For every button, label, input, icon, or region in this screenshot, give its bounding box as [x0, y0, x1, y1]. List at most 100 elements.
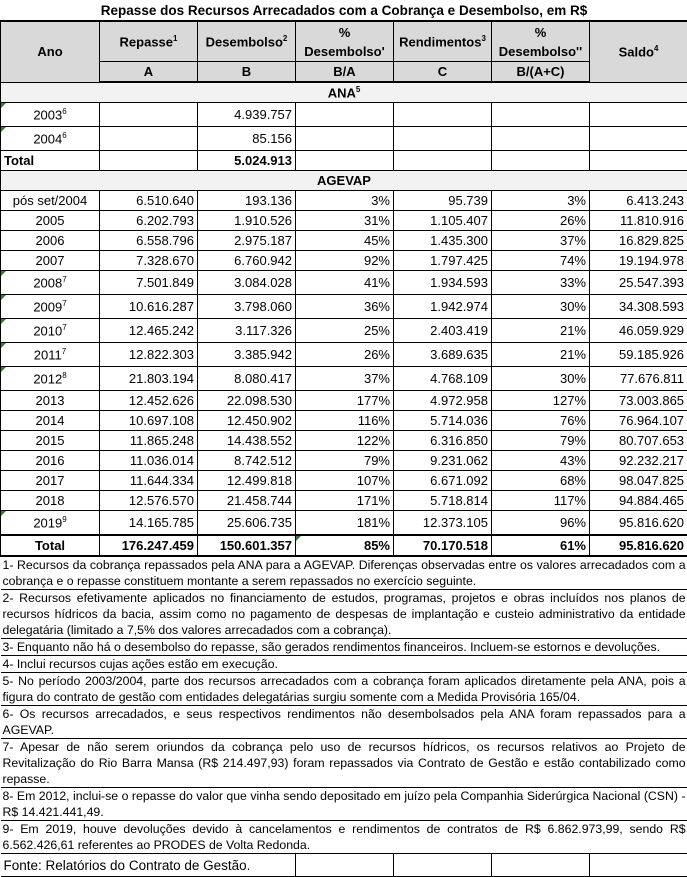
value-cell: 46.059.929	[590, 319, 687, 343]
cell-text: % Desembolso'	[304, 25, 384, 59]
footnote-row: 5- No período 2003/2004, parte dos recur…	[1, 673, 687, 706]
value-cell	[394, 151, 492, 171]
value-cell: 3%	[492, 191, 590, 211]
cell-text: 2015	[36, 433, 65, 448]
value-cell	[100, 103, 198, 127]
year-cell: 20087	[1, 271, 100, 295]
value-cell	[100, 127, 198, 151]
value-cell: 70.170.518	[394, 535, 492, 556]
value-cell: 10.697.108	[100, 411, 198, 431]
value-cell: 92.232.217	[590, 451, 687, 471]
value-cell: 95.816.620	[590, 535, 687, 556]
cell-text: 2009	[33, 299, 62, 314]
value-cell: 4.939.757	[198, 103, 296, 127]
value-cell: 79%	[296, 451, 394, 471]
value-cell: 3.689.635	[394, 343, 492, 367]
value-cell: 1.934.593	[394, 271, 492, 295]
value-cell: 6.413.243	[590, 191, 687, 211]
value-cell: 25%	[296, 319, 394, 343]
value-cell: 6.316.850	[394, 431, 492, 451]
value-cell: 14.438.552	[198, 431, 296, 451]
column-header: Desembolso2	[198, 21, 296, 62]
year-cell: 20097	[1, 295, 100, 319]
cell-text: pós set/2004	[13, 193, 87, 208]
value-cell: 3.117.326	[198, 319, 296, 343]
value-cell: 8.080.417	[198, 367, 296, 391]
value-cell: 5.718.814	[394, 491, 492, 511]
footnote-text: 9- Em 2019, houve devoluções devido à ca…	[1, 821, 687, 854]
value-cell: 37%	[492, 231, 590, 251]
value-cell: 96%	[492, 511, 590, 536]
value-cell: 19.194.978	[590, 251, 687, 271]
value-cell: 117%	[492, 491, 590, 511]
footnote-ref: 7	[62, 275, 66, 284]
value-cell	[296, 127, 394, 151]
source-row: Fonte: Relatórios do Contrato de Gestão.	[1, 854, 687, 877]
column-formula: A	[100, 62, 198, 83]
value-cell: 11.644.334	[100, 471, 198, 491]
cell-text: 2007	[36, 253, 65, 268]
value-cell: 85%	[296, 535, 394, 556]
value-cell: 1.435.300	[394, 231, 492, 251]
value-cell: 12.499.818	[198, 471, 296, 491]
table-title: Repasse dos Recursos Arrecadados com a C…	[1, 0, 687, 21]
cell-text: 2008	[33, 275, 62, 290]
value-cell: 41%	[296, 271, 394, 295]
column-header: Rendimentos3	[394, 21, 492, 62]
footnote-text: 2- Recursos efetivamente aplicados no fi…	[1, 590, 687, 639]
footnote-text: 1- Recursos da cobrança repassados pela …	[1, 556, 687, 590]
cell-text: 2012	[33, 371, 62, 386]
value-cell: 95.739	[394, 191, 492, 211]
value-cell: 2.975.187	[198, 231, 296, 251]
value-cell: 68%	[492, 471, 590, 491]
value-cell: 1.910.526	[198, 211, 296, 231]
value-cell: 25.606.735	[198, 511, 296, 536]
value-cell: 43%	[492, 451, 590, 471]
value-cell: 12.576.570	[100, 491, 198, 511]
footnote-row: 8- Em 2012, inclui-se o repasse do valor…	[1, 788, 687, 821]
year-cell: 20199	[1, 511, 100, 536]
column-formula: B/A	[296, 62, 394, 83]
value-cell: 74%	[492, 251, 590, 271]
value-cell: 11.036.014	[100, 451, 198, 471]
column-header: Ano	[1, 21, 100, 82]
year-cell: 2017	[1, 471, 100, 491]
value-cell: 45%	[296, 231, 394, 251]
cell-text: 2004	[33, 131, 62, 146]
value-cell: 10.616.287	[100, 295, 198, 319]
footnote-text: 3- Enquanto não há o desembolso do repas…	[1, 639, 687, 656]
empty-cell	[394, 854, 492, 877]
footnote-row: 2- Recursos efetivamente aplicados no fi…	[1, 590, 687, 639]
value-cell: 3.084.028	[198, 271, 296, 295]
value-cell: 30%	[492, 295, 590, 319]
value-cell: 116%	[296, 411, 394, 431]
year-cell: 20107	[1, 319, 100, 343]
cell-text: 2003	[33, 107, 62, 122]
value-cell: 98.047.825	[590, 471, 687, 491]
value-cell: 8.742.512	[198, 451, 296, 471]
value-cell: 6.510.640	[100, 191, 198, 211]
value-cell: 34.308.593	[590, 295, 687, 319]
cell-text: 2006	[36, 233, 65, 248]
footnote-row: 3- Enquanto não há o desembolso do repas…	[1, 639, 687, 656]
year-cell: 20128	[1, 367, 100, 391]
footnote-row: 9- Em 2019, houve devoluções devido à ca…	[1, 821, 687, 854]
cell-text: 2016	[36, 453, 65, 468]
value-cell	[296, 151, 394, 171]
cell-text: 2013	[36, 393, 65, 408]
footnote-ref: 3	[481, 34, 485, 43]
year-cell: 2013	[1, 391, 100, 411]
value-cell: 11.865.248	[100, 431, 198, 451]
column-formula: B/(A+C)	[492, 62, 590, 83]
value-cell: 7.328.670	[100, 251, 198, 271]
year-cell: 2007	[1, 251, 100, 271]
